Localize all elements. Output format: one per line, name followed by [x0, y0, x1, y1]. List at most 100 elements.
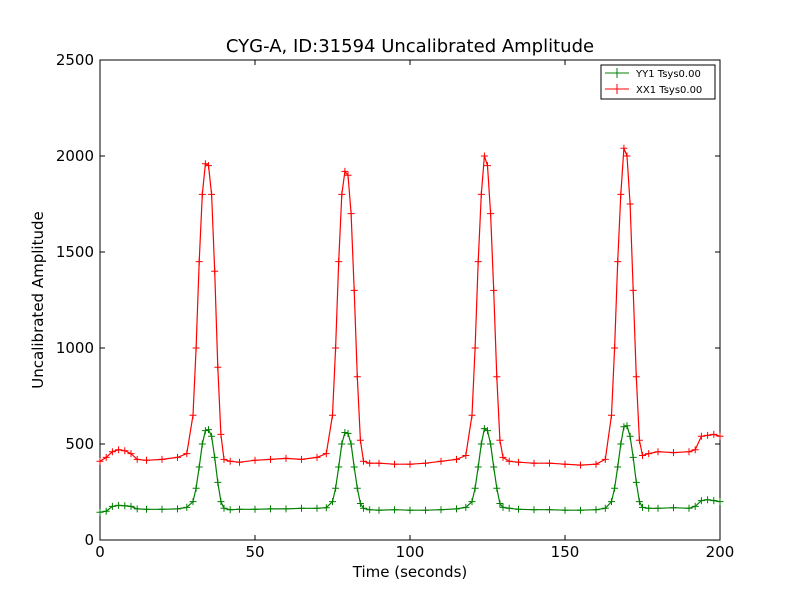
- data-point: [220, 455, 228, 463]
- data-point: [620, 144, 628, 152]
- data-point: [183, 450, 191, 458]
- data-point: [471, 344, 479, 352]
- data-point: [561, 506, 569, 514]
- data-point: [422, 459, 429, 467]
- data-point: [530, 459, 538, 467]
- data-point: [685, 448, 693, 456]
- data-point: [704, 496, 712, 504]
- data-point: [515, 458, 522, 466]
- data-point: [220, 504, 228, 512]
- data-point: [496, 500, 504, 507]
- data-point: [121, 447, 129, 455]
- data-point: [487, 210, 495, 218]
- data-point: [133, 455, 141, 463]
- data-point: [174, 453, 181, 461]
- data-point: [338, 440, 346, 448]
- x-tick-label: 0: [95, 543, 105, 561]
- data-point: [322, 504, 330, 512]
- data-point: [462, 503, 470, 511]
- data-point: [391, 460, 398, 468]
- data-point: [195, 258, 203, 266]
- data-point: [174, 505, 181, 513]
- data-point: [691, 446, 699, 454]
- data-point: [614, 258, 622, 266]
- y-tick-label: 0: [84, 531, 94, 549]
- data-point: [499, 453, 507, 461]
- y-tick-label: 1500: [56, 243, 94, 261]
- data-point: [505, 457, 513, 465]
- data-point: [530, 506, 538, 514]
- data-point: [592, 460, 600, 468]
- data-point: [704, 431, 712, 439]
- data-point: [214, 363, 222, 371]
- data-point: [127, 450, 135, 458]
- data-point: [608, 411, 615, 419]
- data-point: [620, 423, 628, 431]
- data-point: [601, 455, 609, 463]
- data-point: [360, 457, 367, 465]
- data-point: [480, 152, 488, 160]
- data-point: [617, 190, 625, 198]
- data-point: [632, 478, 640, 486]
- y-tick-label: 2500: [56, 51, 94, 69]
- x-tick-label: 200: [706, 543, 735, 561]
- data-point: [102, 453, 110, 461]
- data-point: [592, 506, 600, 514]
- data-point: [133, 505, 141, 513]
- data-point: [198, 440, 206, 448]
- data-point: [406, 460, 414, 468]
- data-point: [195, 463, 203, 471]
- data-point: [468, 411, 476, 419]
- data-point: [108, 448, 116, 456]
- data-point: [546, 506, 553, 514]
- data-point: [108, 502, 116, 510]
- data-point: [629, 453, 637, 461]
- data-point: [115, 501, 123, 509]
- x-tick-label: 150: [551, 543, 580, 561]
- data-point: [375, 506, 383, 514]
- data-point: [546, 459, 553, 467]
- x-tick-label: 50: [245, 543, 264, 561]
- legend-marker-yy1: [612, 68, 622, 78]
- data-point: [341, 167, 349, 175]
- data-point: [685, 504, 693, 512]
- data-point: [639, 503, 646, 511]
- data-point: [493, 373, 501, 381]
- data-point: [670, 449, 677, 457]
- data-point: [335, 258, 343, 266]
- data-point: [437, 506, 445, 514]
- data-point: [474, 258, 482, 266]
- data-point: [236, 458, 243, 466]
- data-point: [356, 436, 364, 444]
- data-point: [453, 505, 460, 513]
- data-point: [201, 160, 209, 168]
- data-point: [490, 286, 498, 294]
- data-point: [356, 500, 364, 507]
- data-point: [211, 267, 219, 275]
- data-point: [499, 503, 507, 511]
- plot-frame: [99, 59, 721, 541]
- data-point: [468, 498, 476, 506]
- data-point: [158, 505, 166, 513]
- data-point: [391, 506, 398, 514]
- data-point: [350, 463, 358, 471]
- data-point: [577, 461, 584, 469]
- data-point: [697, 497, 705, 505]
- data-point: [201, 427, 209, 435]
- data-point: [645, 450, 653, 458]
- data-point: [639, 452, 646, 459]
- data-point: [623, 422, 631, 430]
- data-point: [332, 344, 340, 352]
- series-group: [96, 144, 724, 516]
- data-point: [298, 504, 305, 512]
- data-point: [332, 484, 340, 492]
- data-point: [645, 504, 653, 512]
- data-point: [697, 432, 705, 440]
- data-point: [608, 498, 615, 506]
- chart-title: CYG-A, ID:31594 Uncalibrated Amplitude: [226, 36, 594, 57]
- data-point: [629, 286, 637, 294]
- x-axis-label: Time (seconds): [352, 563, 468, 581]
- data-point: [189, 498, 197, 506]
- data-point: [236, 505, 243, 513]
